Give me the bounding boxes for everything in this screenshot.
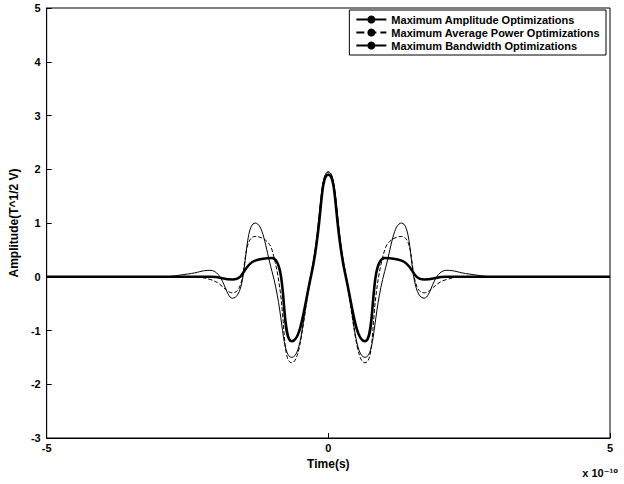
svg-text:Time(s): Time(s) [307, 457, 349, 471]
svg-text:Maximum Amplitude Optimization: Maximum Amplitude Optimizations [391, 14, 574, 26]
svg-text:5: 5 [35, 2, 41, 14]
svg-text:Maximum Average Power Optimiza: Maximum Average Power Optimizations [391, 27, 599, 39]
svg-text:-3: -3 [31, 432, 41, 444]
svg-text:0: 0 [35, 271, 41, 283]
svg-text:Amplitude(T^1/2 V): Amplitude(T^1/2 V) [7, 168, 21, 277]
svg-text:x 10⁻¹⁰: x 10⁻¹⁰ [582, 467, 618, 479]
svg-text:2: 2 [35, 163, 41, 175]
svg-text:-2: -2 [31, 378, 41, 390]
svg-text:-1: -1 [31, 325, 41, 337]
svg-text:Maximum Bandwidth Optimization: Maximum Bandwidth Optimizations [391, 40, 577, 52]
svg-text:0: 0 [325, 442, 331, 454]
svg-text:-5: -5 [42, 442, 52, 454]
svg-text:4: 4 [35, 56, 42, 68]
svg-text:1: 1 [35, 217, 41, 229]
svg-text:3: 3 [35, 110, 41, 122]
svg-text:5: 5 [607, 442, 613, 454]
